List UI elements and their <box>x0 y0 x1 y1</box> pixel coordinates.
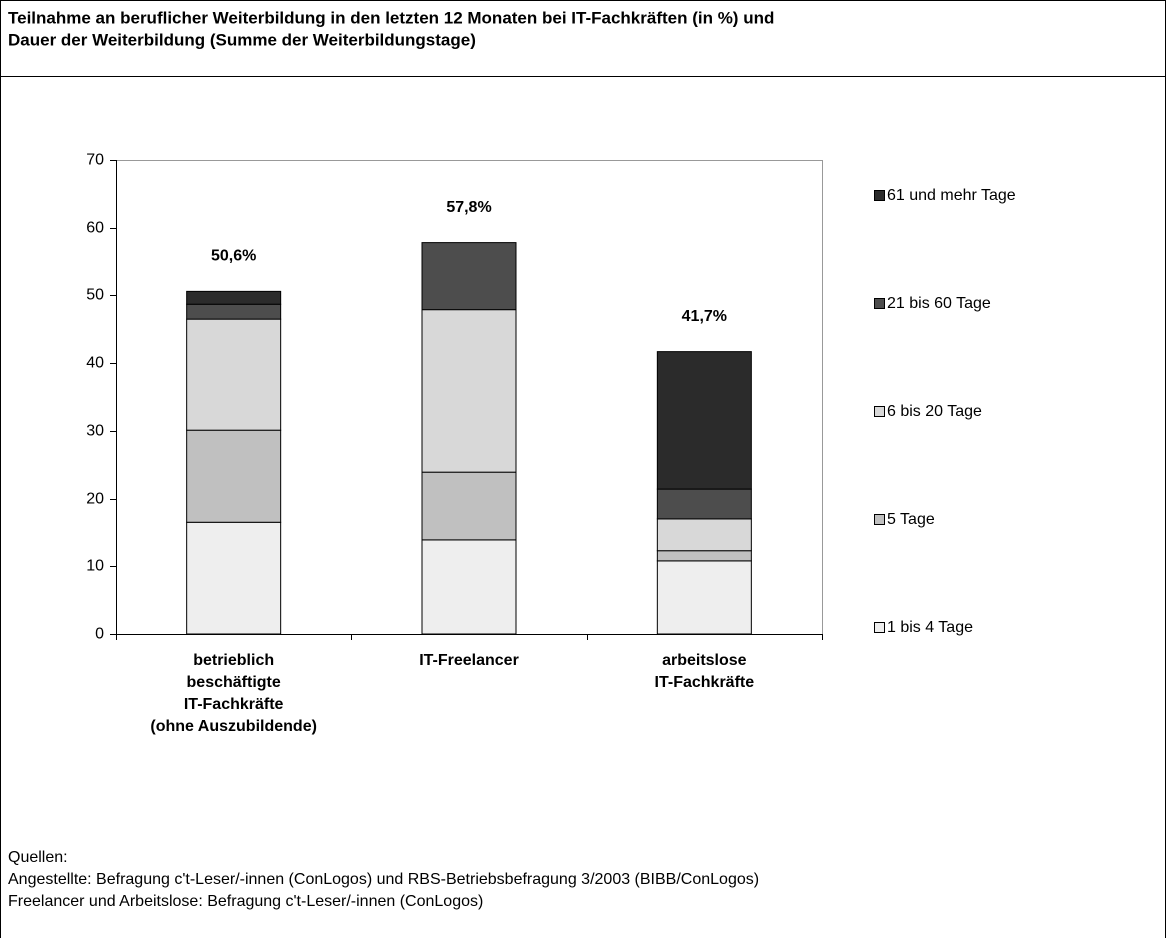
x-tick-label-line: IT-Fachkräfte <box>184 696 284 713</box>
legend-swatch <box>874 298 885 309</box>
bar-segment <box>186 521 282 635</box>
legend-swatch <box>874 190 885 201</box>
legend-swatch <box>874 406 885 417</box>
bar-segment <box>421 309 517 473</box>
bar-segment <box>656 518 752 552</box>
legend-label: 5 Tage <box>887 511 935 528</box>
y-tick-label: 10 <box>86 558 104 575</box>
y-tick-label: 20 <box>86 491 104 508</box>
source-line: Freelancer und Arbeitslose: Befragung c'… <box>8 893 483 910</box>
x-tick-label-line: (ohne Auszubildende) <box>150 718 317 735</box>
bar-segment <box>656 488 752 520</box>
y-tick-label: 70 <box>86 152 104 169</box>
bar-segment <box>186 429 282 523</box>
bar-segment <box>656 560 752 635</box>
x-tick-label: betrieblich beschäftigte IT-Fachkräfte (ohn… <box>150 652 317 735</box>
legend-label: 61 und mehr Tage <box>887 187 1016 204</box>
x-tick-label-line: arbeitslose <box>662 652 747 669</box>
y-tick-label: 30 <box>86 423 104 440</box>
x-tick-label-line: beschäftigte <box>187 674 281 691</box>
total-label: 41,7% <box>682 308 727 325</box>
bar-segment <box>421 539 517 635</box>
legend-swatch <box>874 514 885 525</box>
source-line: Angestellte: Befragung c't-Leser/-innen … <box>8 871 759 888</box>
title-line: Dauer der Weiterbildung (Summe der Weite… <box>8 30 476 49</box>
legend-label: 1 bis 4 Tage <box>887 619 973 636</box>
x-tick-label: arbeitslose IT-Fachkräfte <box>655 652 755 691</box>
legend-label: 21 bis 60 Tage <box>887 295 991 312</box>
legend-swatch <box>874 622 885 633</box>
bar-segment <box>421 471 517 541</box>
source-line: Quellen: <box>8 849 68 866</box>
x-tick-label-line: IT-Fachkräfte <box>655 674 755 691</box>
y-tick-label: 40 <box>86 355 104 372</box>
bar-segment <box>186 290 282 305</box>
legend-label: 6 bis 20 Tage <box>887 403 982 420</box>
bar-segment <box>656 550 752 562</box>
x-tick-label: IT-Freelancer <box>419 652 519 669</box>
x-tick-label-line: betrieblich <box>193 652 274 669</box>
x-tick-label-line: IT-Freelancer <box>419 652 519 669</box>
bar-segment <box>186 303 282 320</box>
y-tick-label: 0 <box>95 626 104 643</box>
title-line: Teilnahme an beruflicher Weiterbildung i… <box>8 8 774 27</box>
bar-segment <box>421 242 517 311</box>
y-tick-label: 50 <box>86 287 104 304</box>
y-tick-label: 60 <box>86 220 104 237</box>
total-label: 57,8% <box>446 199 491 216</box>
bar-segment <box>656 351 752 490</box>
total-label: 50,6% <box>211 248 256 265</box>
bar-segment <box>186 318 282 431</box>
